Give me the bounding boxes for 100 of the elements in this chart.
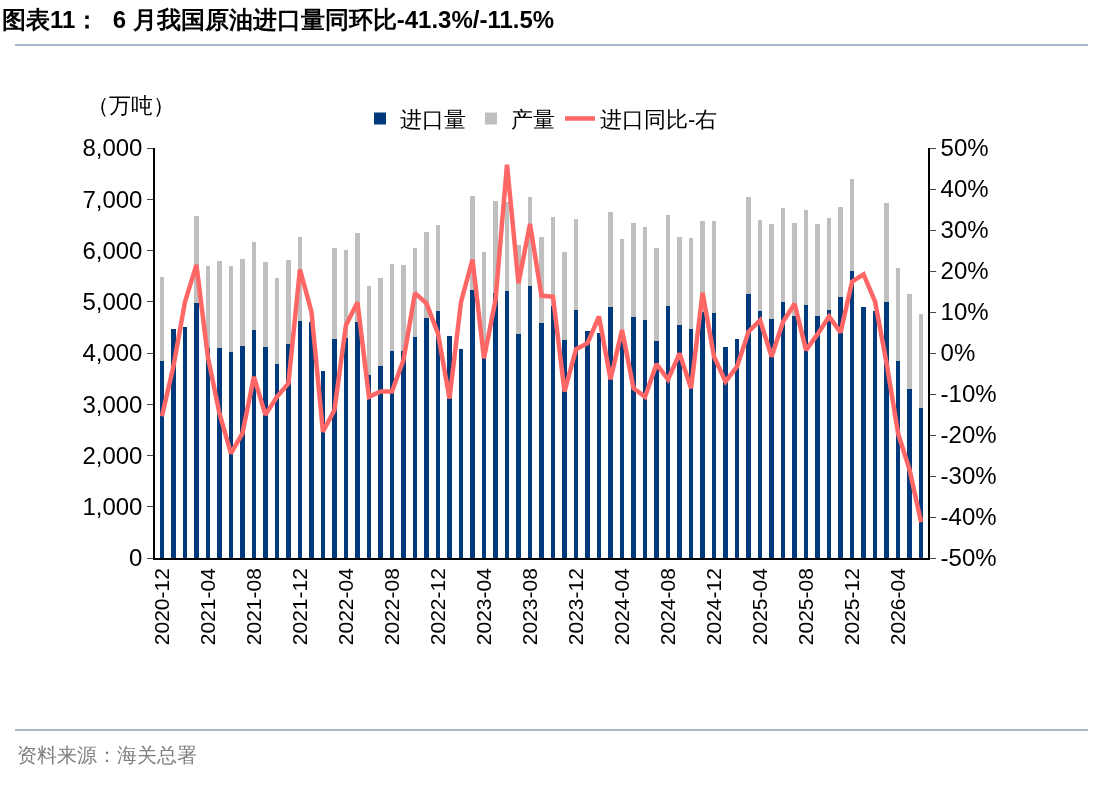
x-tick-label: 2021-12 [287,568,311,646]
x-tick-label: 2023-04 [471,567,495,646]
bar [677,237,682,325]
bar [240,259,245,347]
bar [286,260,291,344]
x-tick-label: 2023-12 [563,568,587,646]
bar [355,321,360,558]
y2-tick-label: 0% [940,339,976,367]
x-tick-label: 2024-12 [701,568,725,646]
chart-title: 图表11： 6 月我国原油进口量同环比-41.3%/-11.5% [2,6,555,33]
y-tick-label: 2,000 [82,441,143,469]
x-tick-label: 2022-08 [379,568,403,646]
bar [838,206,843,297]
bar [562,252,567,341]
bar [585,331,590,558]
y2-tick-label: 20% [940,257,989,285]
bar [780,208,786,302]
bar [378,366,383,558]
line-series [159,162,924,525]
text: 资料来源：海关总署 [17,744,197,766]
bar [378,278,383,367]
bar [251,241,257,330]
x-tick-label: 2025-12 [839,568,863,646]
bar [654,341,659,558]
bar [263,261,268,348]
x-tick-label: 2022-12 [425,568,449,646]
bar [746,294,751,558]
bar [815,224,820,316]
y2-tick-label: 10% [940,298,989,326]
x-tick-label: 2022-04 [333,567,357,646]
bar [332,339,337,558]
bar [274,277,280,364]
bar [297,321,303,558]
y2-tick-label: 40% [940,175,989,203]
legend-label: 进口量 [400,107,466,133]
bar [769,319,774,558]
bar [470,289,475,558]
bar [907,293,912,389]
bar [309,322,314,558]
bar [815,315,820,558]
y2-tick-label: -30% [940,462,997,490]
y-tick-label: 5,000 [82,288,143,316]
y2-tick-label: 30% [940,216,989,244]
x-tick-label: 2025-04 [747,567,771,646]
legend-label: 进口同比-右 [600,107,718,133]
x-tick-label: 2023-08 [517,568,541,646]
bar [240,346,245,558]
legend-label: 产量 [511,107,555,133]
bar [527,286,533,558]
bar [263,347,268,558]
bar [412,336,418,558]
bar [654,248,659,342]
bar [700,312,705,558]
bar [688,237,694,329]
bar [631,316,636,558]
y2-tick-label: -20% [940,421,997,449]
bar [217,260,222,348]
y2-tick-label: -40% [940,503,997,531]
bar [435,224,441,312]
bar [401,351,406,558]
bar [608,306,613,558]
y-axis-title: （万吨） [87,93,175,118]
bar [895,267,901,361]
bar [918,314,924,408]
bar [389,263,395,351]
bar [596,332,602,558]
bar [677,324,682,558]
y2-tick-label: 50% [940,134,989,162]
bar [504,202,510,291]
y2-tick-label: -50% [940,544,997,572]
y-tick-label: 3,000 [82,390,143,418]
bar [424,317,429,558]
bar [838,296,843,558]
bar [332,248,337,340]
bar [746,196,751,295]
x-tick-label: 2024-04 [609,567,633,646]
bar [861,306,866,558]
bar [401,264,406,352]
y-tick-label: 6,000 [82,236,143,264]
bar [228,266,234,352]
bar [504,290,510,558]
bar [182,326,188,558]
bar [493,293,498,558]
y2-tick-label: -10% [940,380,997,408]
x-tick-label: 2025-08 [793,568,817,646]
y-tick-label: 4,000 [82,339,143,367]
bar [872,311,878,558]
bar [723,346,728,558]
y-tick-label: 8,000 [82,134,143,162]
bar [642,227,648,321]
bar [217,347,222,558]
x-tick-label: 2024-08 [655,568,679,646]
bar [159,276,165,361]
x-tick-label: 2020-12 [149,568,173,646]
bar [539,323,544,558]
bar [849,179,855,271]
x-tick-label: 2026-04 [885,567,909,646]
y-tick-label: 7,000 [82,185,143,213]
bar [665,214,671,306]
bar [516,334,521,558]
